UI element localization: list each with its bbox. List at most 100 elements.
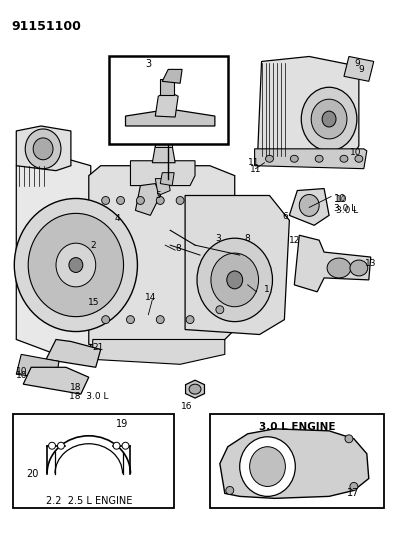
Text: 3.0 L: 3.0 L	[336, 206, 358, 215]
Polygon shape	[23, 367, 89, 394]
Text: 20: 20	[26, 469, 38, 479]
Text: 18: 18	[70, 383, 82, 392]
Polygon shape	[294, 235, 371, 292]
Ellipse shape	[57, 442, 65, 449]
Text: 14: 14	[145, 293, 156, 302]
Text: 3: 3	[215, 233, 221, 243]
Ellipse shape	[327, 258, 351, 278]
Ellipse shape	[216, 306, 224, 313]
Polygon shape	[185, 196, 289, 335]
Text: 10: 10	[350, 148, 362, 157]
Text: 5: 5	[155, 191, 161, 200]
Ellipse shape	[249, 447, 286, 487]
Ellipse shape	[28, 213, 124, 317]
Ellipse shape	[197, 238, 272, 321]
Text: 16: 16	[181, 401, 193, 410]
Polygon shape	[135, 183, 160, 215]
Polygon shape	[89, 166, 235, 350]
Ellipse shape	[126, 316, 135, 324]
Text: 13: 13	[365, 259, 377, 268]
Polygon shape	[220, 429, 369, 498]
Ellipse shape	[301, 87, 357, 151]
Ellipse shape	[14, 198, 137, 332]
Text: 4: 4	[115, 214, 120, 223]
Text: 11: 11	[248, 158, 259, 167]
Text: 19: 19	[116, 419, 128, 429]
Ellipse shape	[122, 442, 129, 449]
Text: 18  3.0 L: 18 3.0 L	[69, 392, 109, 401]
Text: 10: 10	[334, 193, 346, 204]
Polygon shape	[257, 56, 359, 163]
Ellipse shape	[355, 155, 363, 162]
Text: 15: 15	[88, 298, 99, 307]
Ellipse shape	[49, 442, 55, 449]
Text: 17: 17	[347, 488, 359, 498]
Ellipse shape	[33, 138, 53, 160]
Polygon shape	[46, 340, 101, 367]
Ellipse shape	[102, 316, 110, 324]
Polygon shape	[93, 340, 225, 365]
Text: 2.2  2.5 L ENGINE: 2.2 2.5 L ENGINE	[46, 496, 132, 506]
Ellipse shape	[315, 155, 323, 162]
Bar	[109, 56, 228, 144]
Text: 9: 9	[359, 66, 365, 75]
Polygon shape	[16, 354, 59, 379]
Ellipse shape	[290, 155, 298, 162]
Text: 10: 10	[15, 367, 27, 376]
Text: 3.0 L: 3.0 L	[334, 205, 356, 213]
Polygon shape	[126, 109, 215, 126]
Ellipse shape	[345, 435, 353, 443]
Text: 21: 21	[92, 343, 103, 352]
Ellipse shape	[176, 197, 184, 205]
Text: 10: 10	[336, 195, 348, 204]
Text: 8: 8	[175, 244, 181, 253]
Text: 11: 11	[249, 165, 261, 174]
Ellipse shape	[69, 257, 83, 272]
Polygon shape	[130, 161, 195, 185]
Ellipse shape	[299, 195, 319, 216]
Text: 9: 9	[354, 59, 360, 68]
Ellipse shape	[226, 487, 234, 495]
Text: 10: 10	[15, 372, 27, 380]
Polygon shape	[162, 69, 182, 83]
Polygon shape	[160, 173, 174, 185]
Text: 6: 6	[282, 212, 288, 221]
Ellipse shape	[113, 442, 120, 449]
Ellipse shape	[189, 384, 201, 394]
Polygon shape	[344, 56, 374, 82]
Bar	[210, 414, 384, 508]
Bar	[13, 414, 174, 508]
Text: 12: 12	[289, 236, 300, 245]
Ellipse shape	[311, 99, 347, 139]
Ellipse shape	[240, 437, 295, 496]
Ellipse shape	[137, 197, 145, 205]
Polygon shape	[155, 179, 170, 196]
Polygon shape	[255, 149, 367, 168]
Ellipse shape	[266, 155, 274, 162]
Polygon shape	[16, 156, 91, 354]
Polygon shape	[152, 146, 175, 163]
Ellipse shape	[156, 316, 164, 324]
Text: 8: 8	[245, 233, 251, 243]
Bar	[160, 79, 174, 95]
Ellipse shape	[350, 260, 368, 276]
Ellipse shape	[102, 197, 110, 205]
Text: 91151100: 91151100	[11, 20, 81, 33]
Ellipse shape	[350, 482, 358, 490]
Text: 3.0 L ENGINE: 3.0 L ENGINE	[259, 422, 335, 432]
Text: 3: 3	[145, 60, 152, 69]
Polygon shape	[155, 91, 178, 117]
Text: 1: 1	[264, 285, 269, 294]
Ellipse shape	[227, 271, 243, 289]
Bar	[155, 139, 172, 147]
Ellipse shape	[186, 316, 194, 324]
Ellipse shape	[25, 129, 61, 168]
Ellipse shape	[322, 111, 336, 127]
Ellipse shape	[56, 243, 96, 287]
Polygon shape	[16, 126, 71, 171]
Ellipse shape	[116, 197, 124, 205]
Polygon shape	[186, 380, 204, 398]
Ellipse shape	[156, 197, 164, 205]
Polygon shape	[289, 189, 329, 225]
Ellipse shape	[340, 155, 348, 162]
